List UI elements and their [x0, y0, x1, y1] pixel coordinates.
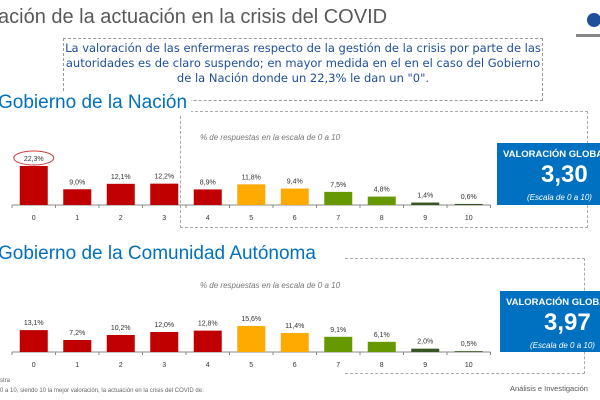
global-score-box-1: VALORACIÓN GLOBAL 3,30 (Escala de 0 a 10…	[497, 143, 600, 205]
x-tick-label: 2	[119, 362, 123, 369]
global-score-value: 3,30	[541, 161, 588, 188]
data-label: 9,1%	[330, 327, 346, 334]
x-tick-label: 8	[380, 362, 384, 369]
data-label: 1,4%	[417, 193, 433, 200]
x-tick-label: 1	[75, 215, 79, 222]
data-label: 12,0%	[154, 322, 174, 329]
data-label: 8,9%	[200, 179, 216, 186]
global-score-box-2: VALORACIÓN GLOBAL 3,97 (Escala de 0 a 10…	[500, 291, 600, 352]
x-tick-label: 0	[32, 215, 36, 222]
data-label: 22,3%	[24, 156, 44, 163]
x-tick-label: 2	[119, 215, 123, 222]
x-tick-label: 5	[249, 362, 253, 369]
data-label: 0,6%	[461, 194, 477, 201]
x-tick-label: 6	[293, 362, 297, 369]
data-label: 0,5%	[461, 341, 477, 348]
chart-nacion: 22,3% 0 9,0% 1 12,1% 2 12,2% 3 8,9% 4 11,8% 5 9,4% 6 7…	[11, 150, 491, 222]
data-label: 12,8%	[198, 321, 218, 328]
global-score-value: 3,97	[544, 309, 591, 336]
bar-2	[106, 334, 135, 352]
footnote-1: stra	[0, 378, 11, 384]
footnote-2: 0 a 10, siendo 10 la mejor valoración, l…	[0, 388, 204, 394]
bar-7	[324, 191, 353, 205]
bar-4	[193, 189, 222, 205]
bar-7	[324, 336, 353, 352]
page-title: ación de la actuación en la crisis del C…	[0, 6, 388, 28]
global-score-label: VALORACIÓN GLOBAL	[506, 297, 600, 308]
bar-3	[150, 183, 179, 205]
x-tick-label: 1	[75, 362, 79, 369]
data-label: 11,4%	[285, 323, 304, 330]
bar-10	[454, 203, 483, 205]
x-tick-label: 7	[336, 215, 340, 222]
callout-text: La valoración de las enfermeras respecto…	[63, 38, 543, 101]
data-label: 12,2%	[154, 174, 174, 181]
x-tick-label: 4	[206, 215, 210, 222]
x-tick-label: 9	[423, 362, 427, 369]
global-score-scale: (Escala de 0 a 10)	[530, 341, 595, 350]
data-label: 10,2%	[111, 325, 131, 332]
global-score-scale: (Escala de 0 a 10)	[527, 193, 592, 202]
x-tick-label: 4	[206, 362, 210, 369]
data-label: 7,5%	[330, 182, 346, 189]
bar-6	[280, 332, 309, 352]
bar-4	[193, 330, 222, 352]
data-label: 12,1%	[111, 174, 131, 181]
x-tick-label: 7	[336, 362, 340, 369]
x-tick-label: 10	[465, 362, 473, 369]
bar-1	[63, 339, 92, 352]
bar-1	[63, 189, 92, 205]
data-label: 6,1%	[374, 332, 390, 339]
bar-5	[237, 325, 266, 352]
bar-5	[237, 184, 266, 205]
x-tick-label: 3	[162, 215, 166, 222]
bar-8	[367, 196, 396, 205]
data-label: 9,0%	[69, 179, 85, 186]
bar-6	[280, 188, 309, 205]
highlight-circle	[13, 150, 55, 166]
data-label: 15,6%	[241, 316, 261, 323]
x-tick-label: 6	[293, 215, 297, 222]
section-title-nacion: Gobierno de la Nación	[0, 92, 192, 114]
logo	[576, 13, 600, 37]
bar-10	[454, 351, 483, 352]
bar-0	[19, 330, 48, 352]
x-tick-label: 0	[32, 362, 36, 369]
bar-9	[411, 202, 440, 205]
data-label: 4,8%	[374, 187, 390, 194]
footer-right: Análisis e Investigación	[510, 384, 588, 393]
section-title-comunidad: Gobierno de la Comunidad Autónoma	[0, 243, 316, 264]
x-tick-label: 10	[465, 215, 473, 222]
data-label: 7,2%	[69, 330, 85, 337]
x-tick-label: 3	[162, 362, 166, 369]
chart-comunidad: 13,1% 0 7,2% 1 10,2% 2 12,0% 3 12,8% 4 15,6% 5 11,4%…	[11, 316, 491, 369]
data-label: 9,4%	[287, 179, 303, 186]
data-label: 13,1%	[24, 320, 44, 327]
chart-subtitle-1: % de respuestas en la escala de 0 a 10	[199, 133, 341, 142]
x-tick-label: 5	[249, 215, 253, 222]
x-tick-label: 8	[380, 215, 384, 222]
bar-3	[150, 331, 179, 352]
chart-subtitle-2: % de respuestas en la escala de 0 a 10	[199, 281, 341, 290]
bar-0	[19, 165, 48, 205]
data-label: 2,0%	[417, 339, 433, 346]
bar-9	[411, 348, 440, 352]
data-label: 11,8%	[242, 174, 261, 181]
bar-2	[106, 183, 135, 205]
x-tick-label: 9	[423, 215, 427, 222]
global-score-label: VALORACIÓN GLOBAL	[503, 149, 600, 160]
bar-8	[367, 341, 396, 352]
